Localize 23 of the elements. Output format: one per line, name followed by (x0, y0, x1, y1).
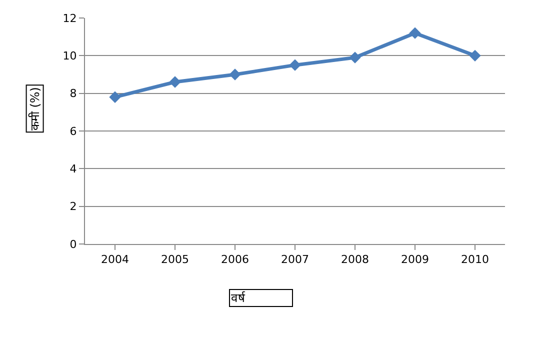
point (109, 91, 121, 103)
point (409, 27, 421, 39)
point (469, 50, 481, 62)
point (289, 59, 301, 71)
y-tick-label: 10 (62, 50, 77, 63)
point (229, 68, 241, 80)
point (169, 76, 181, 88)
x-tick-label: 2010 (461, 253, 489, 266)
x-tick-label: 2004 (101, 253, 129, 266)
y-tick-label: 8 (70, 87, 77, 100)
y-tick-label: 12 (62, 12, 77, 25)
y-axis-title: कमी (%) (28, 87, 42, 131)
point (349, 52, 361, 64)
x-tick-label: 2009 (401, 253, 429, 266)
x-tick-label: 2005 (161, 253, 189, 266)
y-tick-label: 6 (70, 124, 77, 138)
y-tick-label: 0 (70, 238, 77, 251)
x-tick-label: 2006 (221, 253, 249, 266)
x-tick-label: 2007 (281, 253, 309, 266)
y-tick-label: 4 (70, 162, 77, 176)
x-axis-title: वर्ष (231, 291, 246, 305)
y-tick-label: 2 (70, 200, 77, 214)
x-tick-label: 2008 (341, 253, 369, 266)
